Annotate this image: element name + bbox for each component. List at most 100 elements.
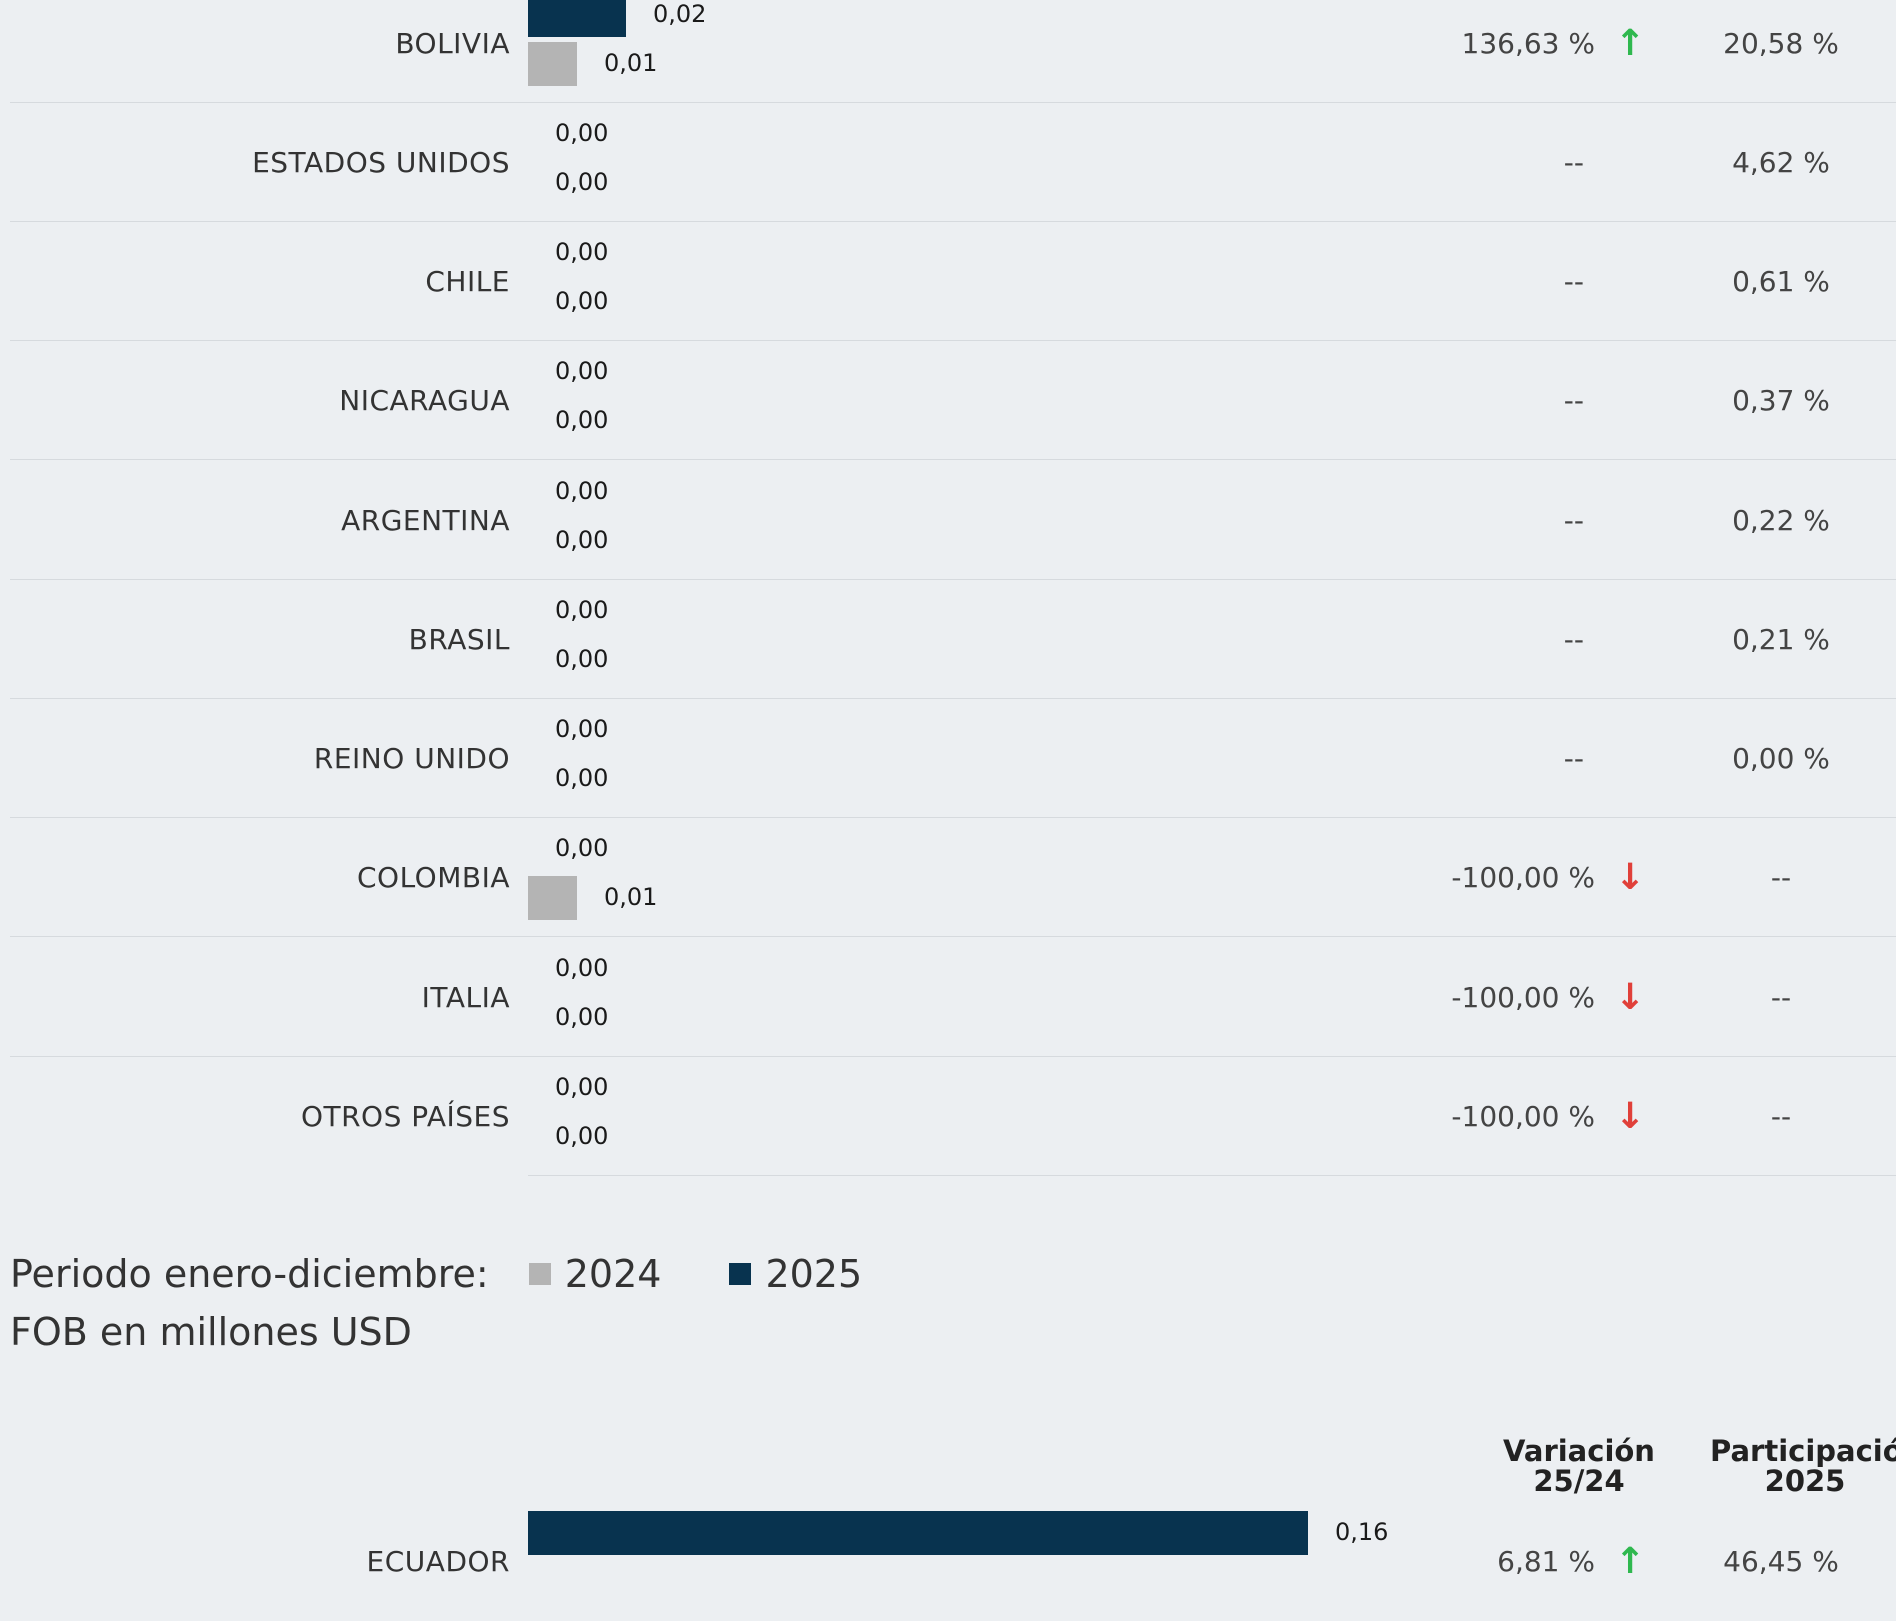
- country-label: CHILE: [425, 265, 510, 298]
- country-label: COLOMBIA: [356, 861, 510, 894]
- variation-text: -100,00 %: [1451, 861, 1595, 894]
- share-column-header: Participación 2025: [1710, 1434, 1896, 1498]
- share-value: --: [1770, 861, 1792, 894]
- value-label-2025: 0,00: [555, 357, 609, 385]
- arrow-up-icon: ↑: [1615, 23, 1646, 64]
- variation-text: --: [1563, 265, 1584, 298]
- value-label-2025: 0,00: [555, 954, 609, 982]
- country-label: OTROS PAÍSES: [300, 1100, 510, 1133]
- variation-text: --: [1563, 146, 1584, 179]
- share-value: --: [1770, 981, 1792, 1014]
- variation-value: --: [1564, 103, 1584, 222]
- share-value: 0,22 %: [1732, 504, 1830, 537]
- row-divider: [10, 936, 1896, 937]
- chart-row-otros-paises: OTROS PAÍSES 0,00 0,00 -100,00 % ↓ --: [10, 1057, 1896, 1176]
- variation-value: --: [1564, 580, 1584, 699]
- value-label-2025: 0,00: [555, 1073, 609, 1101]
- variation-value: -100,00 % ↓: [1451, 1057, 1646, 1176]
- bar-2025: [528, 1511, 1308, 1555]
- row-divider: [528, 1175, 1896, 1176]
- variation-text: --: [1563, 623, 1584, 656]
- legend-swatch-2024: [528, 1263, 551, 1285]
- value-label-2025: 0,00: [555, 238, 609, 266]
- variation-value: --: [1564, 461, 1584, 580]
- chart-row-estados-unidos: ESTADOS UNIDOS 0,00 0,00 -- 4,62 %: [10, 103, 1896, 222]
- value-label-2024: 0,00: [555, 287, 609, 315]
- share-value: 0,00 %: [1732, 742, 1830, 775]
- unit-label: FOB en millones USD: [10, 1310, 412, 1354]
- row-divider: [10, 102, 1896, 103]
- country-label: BOLIVIA: [395, 27, 510, 60]
- row-divider: [10, 579, 1896, 580]
- row-divider: [10, 340, 1896, 341]
- share-value: 4,62 %: [1732, 146, 1830, 179]
- value-label-2025: 0,00: [555, 715, 609, 743]
- chart-row-argentina: ARGENTINA 0,00 0,00 -- 0,22 %: [10, 461, 1896, 580]
- share-value: 0,37 %: [1732, 384, 1830, 417]
- chart-row-bolivia: BOLIVIA 0,02 0,01 136,63 % ↑ 20,58 %: [10, 0, 1896, 103]
- share-value: 0,61 %: [1732, 265, 1830, 298]
- variation-value: --: [1564, 699, 1584, 818]
- arrow-down-icon: ↓: [1615, 857, 1646, 898]
- row-divider: [10, 221, 1896, 222]
- variation-value: 136,63 % ↑: [1461, 0, 1646, 103]
- value-label-2024: 0,00: [555, 1003, 609, 1031]
- country-label: ARGENTINA: [341, 504, 510, 537]
- value-label-2024: 0,00: [555, 645, 609, 673]
- value-label-2024: 0,01: [604, 883, 658, 911]
- value-label-2025: 0,00: [555, 477, 609, 505]
- value-label-2024: 0,00: [555, 526, 609, 554]
- chart-row-reino-unido: REINO UNIDO 0,00 0,00 -- 0,00 %: [10, 699, 1896, 818]
- legend-item-2024: 2024: [528, 1252, 662, 1296]
- chart-row-italia: ITALIA 0,00 0,00 -100,00 % ↓ --: [10, 938, 1896, 1057]
- legend-item-2025: 2025: [729, 1252, 862, 1296]
- share-value: --: [1770, 1100, 1792, 1133]
- value-label-2024: 0,00: [555, 168, 609, 196]
- arrow-down-icon: ↓: [1615, 1096, 1646, 1137]
- arrow-down-icon: ↓: [1615, 977, 1646, 1018]
- value-label-2024: 0,00: [555, 406, 609, 434]
- country-label: NICARAGUA: [339, 384, 510, 417]
- variation-text: 136,63 %: [1461, 27, 1595, 60]
- legend-label-2024: 2024: [564, 1252, 662, 1296]
- variation-value: -100,00 % ↓: [1451, 938, 1646, 1057]
- chart-row-chile: CHILE 0,00 0,00 -- 0,61 %: [10, 222, 1896, 341]
- value-label-2025: 0,00: [555, 119, 609, 147]
- share-value: 20,58 %: [1723, 27, 1839, 60]
- country-label: REINO UNIDO: [313, 742, 510, 775]
- variation-text: --: [1563, 742, 1584, 775]
- legend-period-label: Periodo enero-diciembre:: [10, 1252, 489, 1296]
- legend-swatch-2025: [729, 1263, 752, 1285]
- variation-text: -100,00 %: [1451, 1100, 1595, 1133]
- value-label-2025: 0,00: [555, 596, 609, 624]
- variation-value: -100,00 % ↓: [1451, 818, 1646, 937]
- variation-value: --: [1564, 222, 1584, 341]
- bar-2024: [528, 876, 577, 920]
- value-label-2025: 0,00: [555, 834, 609, 862]
- row-divider: [10, 817, 1896, 818]
- country-label: BRASIL: [408, 623, 510, 656]
- variation-value: --: [1564, 341, 1584, 460]
- bar-2025: [528, 0, 626, 37]
- row-divider: [10, 1056, 1896, 1057]
- bar-2024: [528, 42, 577, 86]
- chart-legend: Periodo enero-diciembre: 2024 2025: [10, 1246, 862, 1302]
- country-label: ITALIA: [421, 981, 510, 1014]
- value-label-2024: 0,00: [555, 764, 609, 792]
- share-value: 0,21 %: [1732, 623, 1830, 656]
- chart-row-nicaragua: NICARAGUA 0,00 0,00 -- 0,37 %: [10, 341, 1896, 460]
- variation-text: -100,00 %: [1451, 981, 1595, 1014]
- variation-text: --: [1563, 384, 1584, 417]
- legend-label-2025: 2025: [765, 1252, 863, 1296]
- country-label: ESTADOS UNIDOS: [252, 146, 510, 179]
- variation-column-header: Variación 25/24: [1503, 1434, 1655, 1498]
- chart-row-brasil: BRASIL 0,00 0,00 -- 0,21 %: [10, 580, 1896, 699]
- value-label-2024: 0,01: [604, 49, 658, 77]
- value-label-2024: 0,00: [555, 1122, 609, 1150]
- value-label-2025: 0,02: [653, 0, 707, 28]
- chart-row-colombia: COLOMBIA 0,00 0,01 -100,00 % ↓ --: [10, 818, 1896, 937]
- row-divider: [10, 698, 1896, 699]
- variation-text: --: [1563, 504, 1584, 537]
- value-label-2025: 0,16: [1335, 1518, 1389, 1546]
- row-divider: [10, 459, 1896, 460]
